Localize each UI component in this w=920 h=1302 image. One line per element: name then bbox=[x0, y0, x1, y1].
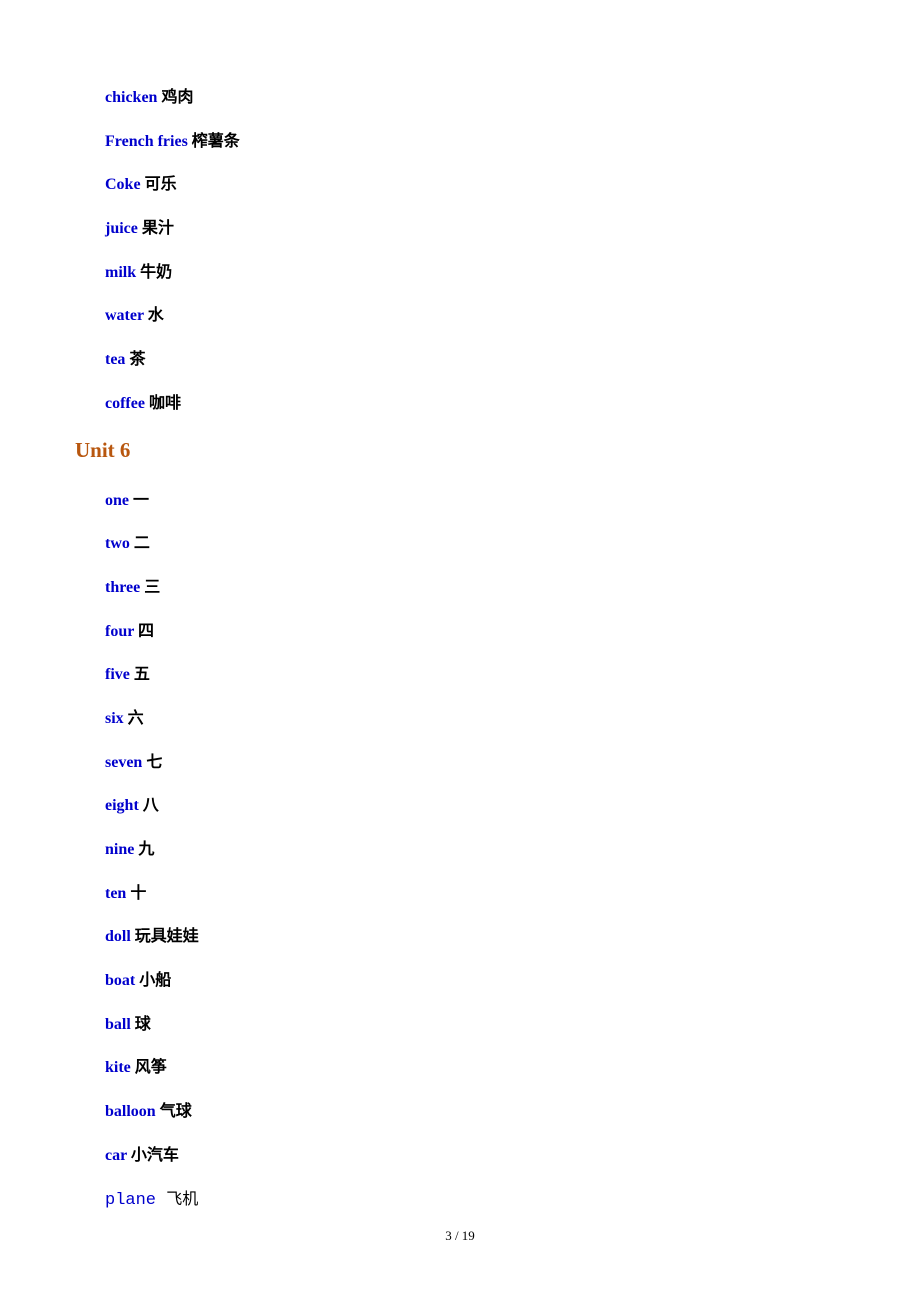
chinese-translation: 四 bbox=[134, 623, 154, 640]
english-word: eight bbox=[105, 797, 139, 814]
vocab-entry: boat 小船 bbox=[105, 971, 920, 990]
vocab-entry: four 四 bbox=[105, 622, 920, 641]
vocab-entry: seven 七 bbox=[105, 753, 920, 772]
chinese-translation: 九 bbox=[134, 841, 154, 858]
english-word: coffee bbox=[105, 395, 145, 412]
chinese-translation: 飞机 bbox=[166, 1191, 198, 1208]
chinese-translation: 八 bbox=[139, 797, 159, 814]
vocab-entry: three 三 bbox=[105, 578, 920, 597]
chinese-translation: 十 bbox=[126, 885, 146, 902]
english-word: car bbox=[105, 1147, 127, 1164]
english-word: balloon bbox=[105, 1103, 156, 1120]
chinese-translation: 球 bbox=[131, 1016, 151, 1033]
chinese-translation: 小船 bbox=[135, 972, 171, 989]
english-word: water bbox=[105, 307, 144, 324]
english-word: doll bbox=[105, 928, 131, 945]
chinese-translation: 咖啡 bbox=[145, 395, 181, 412]
vocab-entry: ten 十 bbox=[105, 884, 920, 903]
english-word: French fries bbox=[105, 133, 188, 150]
english-word: kite bbox=[105, 1059, 131, 1076]
vocab-entry: juice 果汁 bbox=[105, 219, 920, 238]
vocab-entry: water 水 bbox=[105, 306, 920, 325]
english-word: three bbox=[105, 579, 140, 596]
vocab-entry: chicken 鸡肉 bbox=[105, 88, 920, 107]
vocab-entry: six 六 bbox=[105, 709, 920, 728]
chinese-translation: 牛奶 bbox=[136, 264, 172, 281]
unit-heading: Unit 6 bbox=[75, 438, 920, 463]
chinese-translation: 五 bbox=[130, 666, 150, 683]
page-content: chicken 鸡肉 French fries 榨薯条 Coke 可乐 juic… bbox=[0, 0, 920, 1211]
vocab-entry: one 一 bbox=[105, 491, 920, 510]
chinese-translation: 玩具娃娃 bbox=[131, 928, 199, 945]
english-word: tea bbox=[105, 351, 125, 368]
vocab-entry: Coke 可乐 bbox=[105, 175, 920, 194]
chinese-translation: 鸡肉 bbox=[157, 89, 193, 106]
english-word: five bbox=[105, 666, 130, 683]
chinese-translation: 可乐 bbox=[141, 176, 177, 193]
vocab-entry: ball 球 bbox=[105, 1015, 920, 1034]
english-word: four bbox=[105, 623, 134, 640]
vocab-entry: two 二 bbox=[105, 534, 920, 553]
english-word: seven bbox=[105, 754, 142, 771]
chinese-translation: 气球 bbox=[156, 1103, 192, 1120]
chinese-translation: 水 bbox=[144, 307, 164, 324]
chinese-translation: 小汽车 bbox=[127, 1147, 179, 1164]
vocab-entry: nine 九 bbox=[105, 840, 920, 859]
vocab-entry: plane 飞机 bbox=[105, 1190, 920, 1211]
vocab-entry: car 小汽车 bbox=[105, 1146, 920, 1165]
vocab-entry: five 五 bbox=[105, 665, 920, 684]
english-word: ten bbox=[105, 885, 126, 902]
english-word: milk bbox=[105, 264, 136, 281]
page-number: 3 / 19 bbox=[0, 1228, 920, 1244]
chinese-translation: 三 bbox=[140, 579, 160, 596]
vocab-entry: balloon 气球 bbox=[105, 1102, 920, 1121]
chinese-translation: 一 bbox=[129, 492, 149, 509]
english-word: Coke bbox=[105, 176, 141, 193]
chinese-translation: 榨薯条 bbox=[188, 133, 240, 150]
vocab-entry: coffee 咖啡 bbox=[105, 394, 920, 413]
chinese-translation: 风筝 bbox=[131, 1059, 167, 1076]
english-word: nine bbox=[105, 841, 134, 858]
english-word: boat bbox=[105, 972, 135, 989]
chinese-translation: 果汁 bbox=[138, 220, 174, 237]
chinese-translation: 七 bbox=[142, 754, 162, 771]
vocab-entry: tea 茶 bbox=[105, 350, 920, 369]
english-word: juice bbox=[105, 220, 138, 237]
english-word: six bbox=[105, 710, 124, 727]
english-word: plane bbox=[105, 1191, 166, 1210]
english-word: chicken bbox=[105, 89, 157, 106]
english-word: one bbox=[105, 492, 129, 509]
vocab-entry: kite 风筝 bbox=[105, 1058, 920, 1077]
vocab-entry: French fries 榨薯条 bbox=[105, 132, 920, 151]
english-word: ball bbox=[105, 1016, 131, 1033]
vocab-entry: doll 玩具娃娃 bbox=[105, 927, 920, 946]
vocab-entry: eight 八 bbox=[105, 796, 920, 815]
chinese-translation: 二 bbox=[130, 535, 150, 552]
chinese-translation: 六 bbox=[124, 710, 144, 727]
english-word: two bbox=[105, 535, 130, 552]
vocab-entry: milk 牛奶 bbox=[105, 263, 920, 282]
chinese-translation: 茶 bbox=[125, 351, 145, 368]
